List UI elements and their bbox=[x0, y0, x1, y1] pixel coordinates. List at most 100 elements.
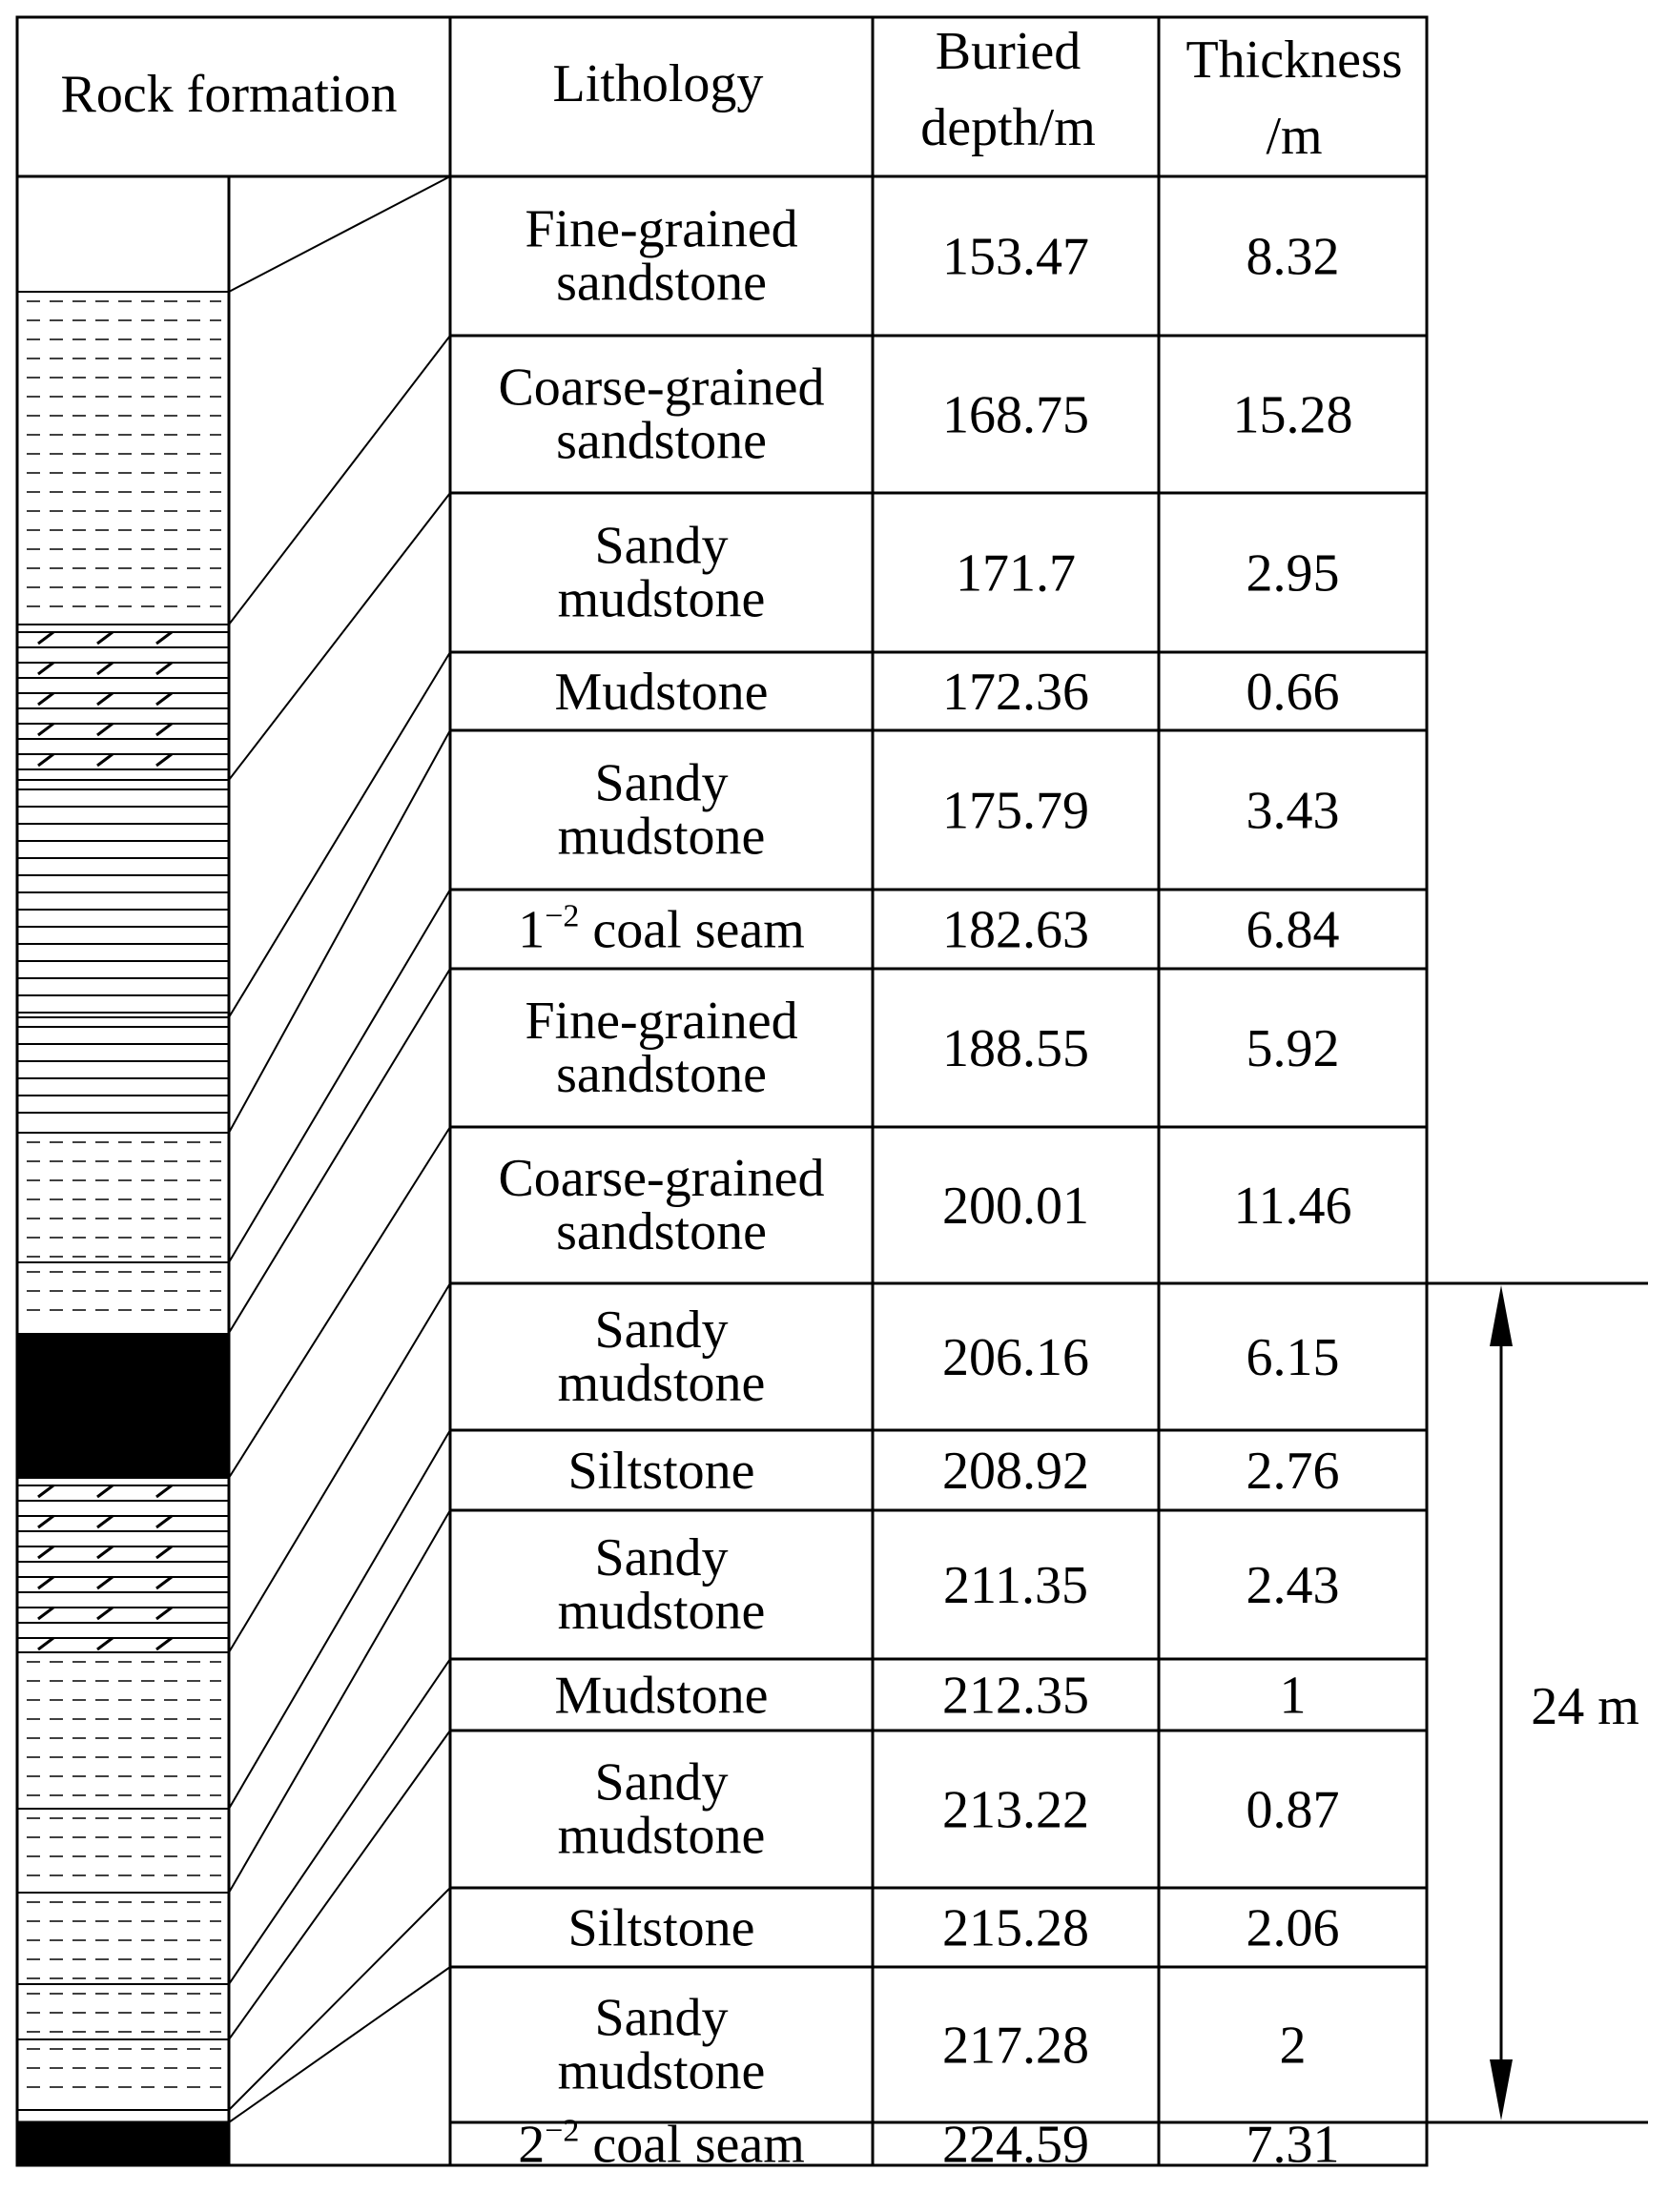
rock-layer-dash bbox=[17, 1132, 229, 1258]
rock-layer-dash bbox=[17, 291, 229, 607]
lithology-line1: Fine-grained bbox=[525, 992, 797, 1051]
lithology-line1: Sandy bbox=[595, 1753, 729, 1813]
thickness-value: 11.46 bbox=[1234, 1177, 1352, 1236]
buried-depth-value: 211.35 bbox=[943, 1556, 1088, 1615]
distance-annotation: 24 m bbox=[1427, 1281, 1648, 2124]
lithology-coal-seam: 2−2 coal seam bbox=[518, 2114, 805, 2175]
connector-line bbox=[228, 1966, 451, 2123]
table-row: Mudstone 212.35 1 bbox=[555, 1667, 1307, 1726]
lithology-name: Siltstone bbox=[567, 1899, 754, 1958]
buried-depth-value: 212.35 bbox=[942, 1667, 1089, 1726]
lithology-line1: Sandy bbox=[595, 1528, 729, 1587]
rock-layer-dash bbox=[17, 1983, 229, 2033]
thickness-value: 8.32 bbox=[1247, 228, 1340, 287]
thickness-value: 0.87 bbox=[1247, 1781, 1340, 1840]
lithology-line2: mudstone bbox=[558, 1807, 766, 1866]
rock-layer-dash bbox=[17, 1261, 229, 1311]
rock-layer-line bbox=[17, 779, 229, 1014]
lithology-name: Mudstone bbox=[555, 1667, 769, 1726]
connector-line bbox=[228, 1658, 451, 1985]
connector-line bbox=[228, 1429, 451, 1810]
connector-line bbox=[228, 729, 451, 1134]
lithology-line2: sandstone bbox=[556, 412, 767, 471]
thickness-value: 5.92 bbox=[1247, 1019, 1340, 1078]
buried-depth-value: 213.22 bbox=[942, 1781, 1089, 1840]
thickness-value: 15.28 bbox=[1233, 386, 1353, 445]
buried-depth-value: 217.28 bbox=[942, 2017, 1089, 2076]
rock-layer-coal bbox=[17, 1333, 229, 1478]
lithology-coal-seam: 1−2 coal seam bbox=[518, 899, 805, 960]
rock-layer-dash bbox=[17, 1651, 229, 1796]
layer-connector-lines bbox=[228, 175, 451, 2123]
buried-depth-value: 175.79 bbox=[942, 782, 1089, 841]
connector-line bbox=[228, 1282, 451, 1653]
lithology-line2: sandstone bbox=[556, 1045, 767, 1104]
rock-layer-dash bbox=[17, 1892, 229, 1979]
buried-depth-value: 172.36 bbox=[942, 663, 1089, 722]
lithology-name: Mudstone bbox=[555, 663, 769, 722]
lithology-line1: Sandy bbox=[595, 517, 729, 576]
connector-line bbox=[228, 1887, 451, 2111]
thickness-value: 6.15 bbox=[1247, 1328, 1340, 1387]
table-row: Siltstone 208.92 2.76 bbox=[567, 1442, 1339, 1501]
connector-line bbox=[228, 1126, 451, 1479]
lithology-name: Siltstone bbox=[567, 1442, 754, 1501]
thickness-value: 0.66 bbox=[1247, 663, 1340, 722]
buried-depth-value: 200.01 bbox=[942, 1177, 1089, 1236]
buried-depth-value: 168.75 bbox=[942, 386, 1089, 445]
rock-layer-coal bbox=[17, 2122, 229, 2165]
lithology-line1: Sandy bbox=[595, 754, 729, 813]
header-thickness-line2: /m bbox=[1266, 107, 1322, 166]
lithology-line1: Sandy bbox=[595, 1301, 729, 1360]
header-lithology: Lithology bbox=[553, 54, 764, 113]
connector-line bbox=[228, 335, 451, 625]
lithology-line2: mudstone bbox=[558, 2042, 766, 2101]
thickness-value: 3.43 bbox=[1247, 782, 1340, 841]
rock-layer-line bbox=[17, 1016, 229, 1114]
table-row: Siltstone 215.28 2.06 bbox=[567, 1899, 1339, 1958]
buried-depth-value: 208.92 bbox=[942, 1442, 1089, 1501]
table-row: 1−2 coal seam 182.63 6.84 bbox=[518, 899, 1339, 960]
header-thickness-line1: Thickness bbox=[1185, 31, 1402, 90]
header-buried-depth-line2: depth/m bbox=[920, 98, 1096, 157]
stratigraphy-table-grid bbox=[15, 15, 1429, 2167]
rock-layer-dash bbox=[17, 2038, 229, 2088]
arrow-down-icon bbox=[1490, 2059, 1513, 2120]
thickness-value: 2.06 bbox=[1247, 1899, 1340, 1958]
rock-layer-sandy bbox=[17, 1477, 229, 1651]
thickness-value: 7.31 bbox=[1247, 2116, 1340, 2175]
lithology-line2: mudstone bbox=[558, 570, 766, 629]
rock-column bbox=[17, 176, 231, 2165]
buried-depth-value: 215.28 bbox=[942, 1899, 1089, 1958]
thickness-value: 1 bbox=[1280, 1667, 1307, 1726]
lithology-line1: Coarse-grained bbox=[498, 1149, 824, 1208]
lithology-line2: mudstone bbox=[558, 1354, 766, 1413]
lithology-line2: mudstone bbox=[558, 808, 766, 867]
buried-depth-value: 224.59 bbox=[942, 2116, 1089, 2175]
header-buried-depth-line1: Buried bbox=[936, 22, 1081, 81]
rock-layer-sandy bbox=[17, 624, 229, 770]
lithology-line1: Fine-grained bbox=[525, 200, 797, 259]
connector-line bbox=[228, 492, 451, 781]
lithology-line2: mudstone bbox=[558, 1582, 766, 1641]
thickness-value: 2.95 bbox=[1247, 544, 1340, 604]
thickness-value: 6.84 bbox=[1247, 901, 1340, 960]
connector-line bbox=[228, 1730, 451, 2040]
lithology-line2: sandstone bbox=[556, 1202, 767, 1261]
thickness-value: 2 bbox=[1280, 2017, 1307, 2076]
rock-layer-dash bbox=[17, 1808, 229, 1876]
buried-depth-value: 153.47 bbox=[942, 228, 1089, 287]
table-row: 2−2 coal seam 224.59 7.31 bbox=[518, 2114, 1339, 2175]
